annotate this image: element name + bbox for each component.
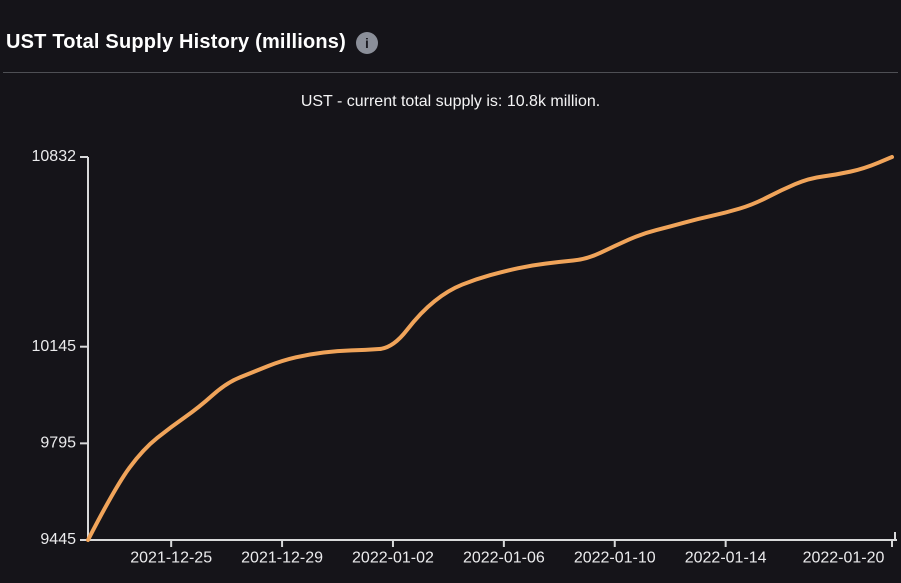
y-tick-label: 10145 [32,338,77,355]
x-tick-label: 2021-12-29 [241,549,323,566]
info-icon[interactable]: i [355,32,378,54]
x-tick-label: 2022-01-20 [803,549,885,566]
info-icon-glyph: i [365,35,369,51]
x-tick-label: 2022-01-06 [463,549,545,566]
supply-history-chart[interactable]: 9445 9795 10145 10832 2021-12-25 2021-12-29 20… [0,123,901,583]
header-divider [3,72,898,73]
y-tick-label: 9795 [40,435,76,452]
x-tick-label: 2021-12-25 [130,549,212,566]
x-tick-label: 2022-01-02 [352,549,434,566]
x-tick-label: 2022-01-10 [574,549,656,566]
x-tick-label: 2022-01-14 [685,549,767,566]
current-supply-summary: UST - current total supply is: 10.8k mil… [300,93,601,110]
axis-lines [87,157,897,541]
supply-line[interactable] [86,155,894,542]
panel-header: UST Total Supply History (millions) i [0,0,901,72]
y-tick-label: 9445 [40,531,76,548]
y-tick-label: 10832 [32,148,77,165]
panel-title: UST Total Supply History (millions) [6,30,346,53]
